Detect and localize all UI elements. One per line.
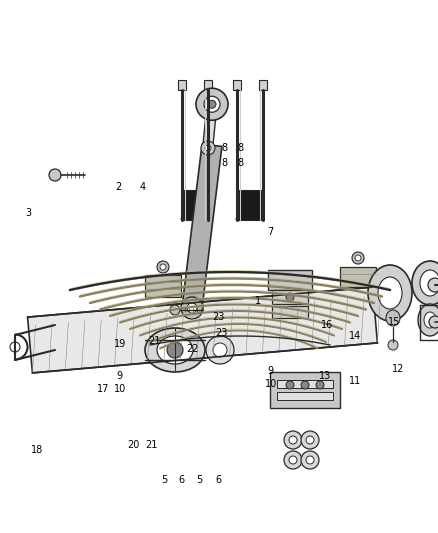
Bar xyxy=(272,306,308,318)
Ellipse shape xyxy=(206,336,234,364)
Bar xyxy=(233,80,241,90)
Text: 18: 18 xyxy=(31,446,43,455)
Text: 23: 23 xyxy=(215,328,227,338)
Ellipse shape xyxy=(157,336,193,364)
Ellipse shape xyxy=(352,252,364,264)
Text: 10: 10 xyxy=(114,384,127,394)
Text: 19: 19 xyxy=(114,339,127,349)
Text: 21: 21 xyxy=(145,440,157,450)
Bar xyxy=(340,267,376,287)
Bar xyxy=(277,392,333,400)
Ellipse shape xyxy=(306,456,314,464)
Text: 5: 5 xyxy=(161,475,167,484)
Ellipse shape xyxy=(306,436,314,444)
Bar xyxy=(178,80,186,90)
Ellipse shape xyxy=(157,261,169,273)
Ellipse shape xyxy=(170,305,180,315)
Ellipse shape xyxy=(386,310,400,326)
Ellipse shape xyxy=(204,96,220,112)
Bar xyxy=(182,190,208,220)
Bar xyxy=(277,380,333,388)
Ellipse shape xyxy=(420,270,438,296)
Text: 23: 23 xyxy=(212,312,225,322)
Text: 14: 14 xyxy=(349,331,361,341)
Ellipse shape xyxy=(429,316,438,328)
Ellipse shape xyxy=(284,431,302,449)
Polygon shape xyxy=(182,144,222,309)
Text: 8: 8 xyxy=(221,143,227,153)
Ellipse shape xyxy=(378,277,402,309)
Text: 12: 12 xyxy=(392,365,404,374)
Text: 9: 9 xyxy=(267,366,273,376)
Bar xyxy=(204,80,212,90)
Text: 9: 9 xyxy=(116,371,122,381)
Text: 5: 5 xyxy=(196,475,202,484)
Bar xyxy=(270,372,340,408)
Ellipse shape xyxy=(286,293,294,301)
Text: 2: 2 xyxy=(115,182,121,191)
Bar xyxy=(237,190,263,220)
Ellipse shape xyxy=(289,436,297,444)
Ellipse shape xyxy=(284,451,302,469)
Polygon shape xyxy=(203,104,217,146)
Ellipse shape xyxy=(355,255,361,261)
Text: 7: 7 xyxy=(267,227,273,237)
Ellipse shape xyxy=(289,456,297,464)
Bar xyxy=(272,290,308,304)
Ellipse shape xyxy=(167,342,183,358)
Ellipse shape xyxy=(301,451,319,469)
Text: 6: 6 xyxy=(215,475,221,484)
Ellipse shape xyxy=(428,278,438,292)
Text: 11: 11 xyxy=(349,376,361,386)
Ellipse shape xyxy=(286,381,294,389)
Ellipse shape xyxy=(301,431,319,449)
Ellipse shape xyxy=(181,297,203,319)
Ellipse shape xyxy=(424,312,436,328)
Bar xyxy=(145,275,181,297)
Ellipse shape xyxy=(196,88,228,120)
Text: 1: 1 xyxy=(255,296,261,306)
Text: 16: 16 xyxy=(321,320,333,330)
Text: 10: 10 xyxy=(265,379,277,389)
Text: 8: 8 xyxy=(221,158,227,167)
Ellipse shape xyxy=(418,304,438,336)
Text: 20: 20 xyxy=(127,440,140,450)
Polygon shape xyxy=(28,287,378,373)
Ellipse shape xyxy=(368,265,412,321)
Text: 22: 22 xyxy=(187,344,199,354)
Text: 3: 3 xyxy=(25,208,32,218)
Ellipse shape xyxy=(145,328,205,372)
Ellipse shape xyxy=(316,381,324,389)
Bar xyxy=(259,80,267,90)
Ellipse shape xyxy=(412,261,438,305)
Ellipse shape xyxy=(201,141,215,155)
Text: 17: 17 xyxy=(97,384,109,394)
Ellipse shape xyxy=(49,169,61,181)
Ellipse shape xyxy=(388,340,398,350)
Text: 15: 15 xyxy=(388,318,400,327)
Text: 13: 13 xyxy=(319,371,331,381)
Ellipse shape xyxy=(10,342,20,352)
Ellipse shape xyxy=(208,100,216,108)
Text: 21: 21 xyxy=(148,336,160,346)
Text: 8: 8 xyxy=(237,143,243,153)
Text: 6: 6 xyxy=(179,475,185,484)
Ellipse shape xyxy=(187,303,197,313)
Ellipse shape xyxy=(160,264,166,270)
Text: 4: 4 xyxy=(139,182,145,191)
Text: 8: 8 xyxy=(237,158,243,167)
Ellipse shape xyxy=(301,381,309,389)
Ellipse shape xyxy=(213,343,227,357)
Bar xyxy=(268,270,312,290)
Ellipse shape xyxy=(205,145,211,151)
